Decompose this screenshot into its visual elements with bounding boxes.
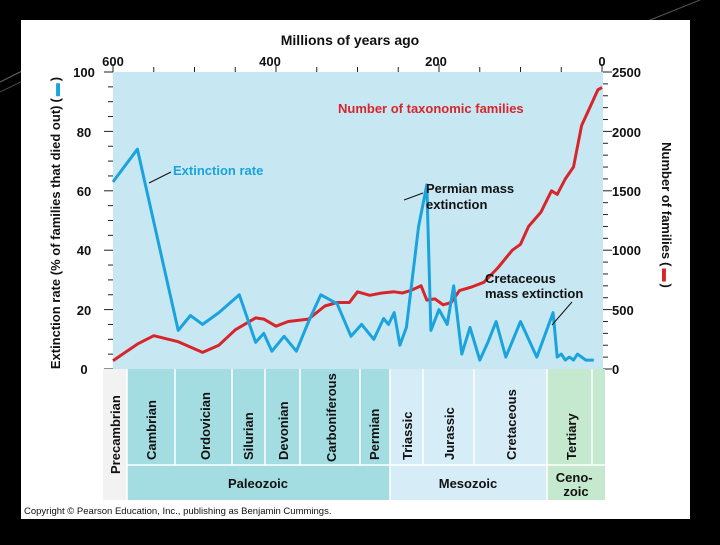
y-tick-label: 100: [73, 65, 95, 80]
annotation-cretaceous: Cretaceous mass extinction: [485, 271, 583, 301]
period-label-ordovician: Ordovician: [198, 392, 213, 460]
period-label-devonian: Devonian: [276, 401, 291, 460]
annotation-pointer: [551, 301, 573, 326]
period-cell: [127, 369, 390, 465]
y-tick-label: 20: [77, 303, 91, 318]
period-label-precambrian: Precambrian: [108, 395, 123, 474]
era-label-paleozoic: Paleozoic: [228, 476, 288, 491]
x-tick-label: 200: [425, 54, 447, 69]
annotation-permian: Permian mass extinction: [426, 181, 518, 212]
y2-tick-label: 2500: [612, 65, 641, 80]
top-axis: 600 400 200 0: [102, 54, 606, 72]
copyright-notice: Copyright © Pearson Education, Inc., pub…: [24, 506, 332, 517]
period-band: Precambrian Cambrian Ordovician Silurian…: [103, 369, 605, 500]
x-tick-label: 0: [598, 54, 605, 69]
x-tick-label: 400: [259, 54, 281, 69]
left-axis-label: Extinction rate (% of families that died…: [48, 77, 63, 369]
period-label-permian: Permian: [367, 409, 382, 460]
left-axis: 0 20 40 60 80 100 Extinction rate (% of …: [48, 65, 113, 377]
plot-area: [113, 72, 603, 369]
annotation-pointer: [403, 192, 424, 201]
era-cell-paleozoic: [127, 465, 390, 500]
period-cell: [547, 369, 605, 465]
left-axis-label-group: Extinction rate (% of families that died…: [48, 77, 63, 369]
period-label-tertiary: Tertiary: [564, 413, 579, 460]
period-label-cambrian: Cambrian: [144, 400, 159, 460]
right-axis-label-group: Number of families(▬): [659, 142, 674, 288]
series-line-families: [112, 86, 603, 362]
right-axis: 0 500 1000 1500 2000 2500 Number of fami…: [603, 65, 674, 377]
x-tick-label: 600: [102, 54, 124, 69]
y2-tick-label: 1000: [612, 243, 641, 258]
annotation-families: Number of taxonomic families: [338, 101, 524, 116]
era-cell-cenozoic: [547, 465, 605, 500]
decor-streak: [649, 0, 701, 21]
period-label-cretaceous: Cretaceous: [504, 389, 519, 460]
annotation-pointer: [148, 171, 172, 184]
series-line-extinction-rate: [111, 147, 594, 362]
y2-tick-label: 0: [612, 362, 619, 377]
era-cell-mesozoic: [390, 465, 547, 500]
period-cell: [390, 369, 547, 465]
y-tick-label: 40: [77, 243, 91, 258]
era-label-mesozoic: Mesozoic: [439, 476, 498, 491]
period-label-triassic: Triassic: [400, 412, 415, 460]
y2-tick-label: 1500: [612, 184, 641, 199]
period-label-jurassic: Jurassic: [442, 407, 457, 460]
period-cell: [103, 369, 127, 500]
y2-tick-label: 2000: [612, 125, 641, 140]
period-label-carboniferous: Carboniferous: [324, 373, 339, 462]
annotation-extinction-rate: Extinction rate: [173, 163, 263, 178]
y-tick-label: 60: [77, 184, 91, 199]
y2-tick-label: 500: [612, 303, 634, 318]
right-axis-label: Number of families(▬): [659, 142, 674, 288]
y-tick-label: 0: [80, 362, 87, 377]
period-label-silurian: Silurian: [241, 412, 256, 460]
chart-title: Millions of years ago: [281, 32, 419, 48]
y-tick-label: 80: [77, 125, 91, 140]
era-label-cenozoic: Ceno- zoic: [556, 470, 596, 499]
